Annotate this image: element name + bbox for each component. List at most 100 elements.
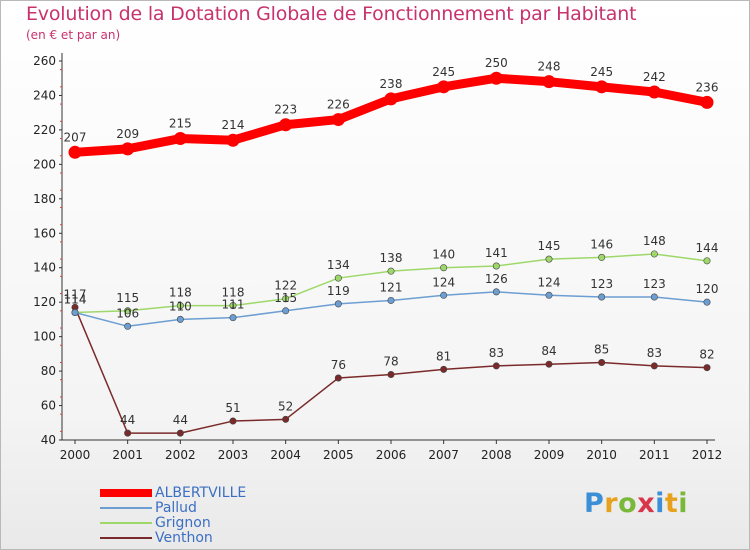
data-label-albertville: 214: [222, 118, 245, 132]
y-tick-label: 200: [33, 157, 56, 171]
data-point-grignon: [282, 295, 290, 303]
legend-item-albertville: ALBERTVILLE: [100, 485, 300, 501]
data-label-venthon: 85: [594, 342, 609, 356]
y-tick-label: 220: [33, 123, 56, 137]
x-tick-label: 2008: [481, 448, 512, 462]
data-label-grignon: 114: [64, 293, 87, 307]
data-point-grignon: [598, 253, 606, 261]
data-label-grignon: 122: [274, 279, 297, 293]
data-point-venthon: [598, 358, 606, 366]
data-label-grignon: 140: [432, 248, 455, 262]
data-point-grignon: [703, 257, 711, 265]
legend-item-venthon: Venthon: [100, 530, 300, 546]
x-tick-label: 2007: [428, 448, 459, 462]
data-label-venthon: 78: [383, 355, 398, 369]
data-point-albertville: [489, 71, 503, 85]
data-label-pallud: 111: [222, 298, 245, 312]
x-tick-label: 2006: [376, 448, 407, 462]
data-label-albertville: 248: [538, 60, 561, 74]
data-point-albertville: [68, 145, 82, 159]
y-tick-label: 260: [33, 54, 56, 68]
data-point-pallud: [229, 314, 237, 322]
data-point-pallud: [176, 315, 184, 323]
legend-label: Venthon: [155, 530, 213, 546]
data-label-grignon: 118: [222, 286, 245, 300]
data-label-pallud: 119: [327, 284, 350, 298]
x-tick-label: 2003: [218, 448, 249, 462]
legend-item-pallud: Pallud: [100, 500, 300, 516]
x-tick-label: 2002: [165, 448, 196, 462]
data-point-venthon: [703, 364, 711, 372]
data-point-pallud: [124, 322, 132, 330]
data-label-venthon: 44: [120, 413, 135, 427]
x-tick-label: 2011: [639, 448, 670, 462]
data-point-grignon: [440, 264, 448, 272]
data-label-pallud: 110: [169, 299, 192, 313]
logo-letter: i: [678, 488, 689, 519]
data-point-pallud: [282, 307, 290, 315]
data-label-grignon: 148: [643, 234, 666, 248]
legend-swatch: [100, 537, 152, 539]
data-point-pallud: [703, 298, 711, 306]
logo-letter: i: [655, 488, 665, 519]
data-label-venthon: 117: [64, 287, 87, 301]
data-label-pallud: 106: [116, 306, 139, 320]
logo-letter: P: [584, 488, 605, 519]
data-label-pallud: 121: [380, 280, 403, 294]
x-tick-label: 2000: [60, 448, 91, 462]
data-label-pallud: 120: [696, 282, 719, 296]
data-label-albertville: 250: [485, 56, 508, 70]
data-point-albertville: [331, 113, 345, 127]
y-tick-label: 60: [41, 399, 56, 413]
logo-letter: x: [637, 488, 656, 519]
logo-letter: o: [618, 488, 638, 519]
data-point-venthon: [124, 429, 132, 437]
data-label-venthon: 44: [173, 413, 188, 427]
data-label-pallud: 115: [274, 291, 297, 305]
chart-subtitle: (en € et par an): [26, 28, 121, 42]
data-label-grignon: 141: [485, 246, 508, 260]
data-label-grignon: 134: [327, 258, 350, 272]
legend-label: ALBERTVILLE: [155, 485, 247, 501]
data-label-albertville: 209: [116, 127, 139, 141]
x-tick-label: 2005: [323, 448, 354, 462]
data-point-pallud: [440, 291, 448, 299]
data-label-albertville: 245: [590, 65, 613, 79]
data-point-albertville: [121, 142, 135, 156]
data-point-albertville: [279, 118, 293, 132]
x-tick-label: 2009: [534, 448, 565, 462]
data-label-albertville: 245: [432, 65, 455, 79]
data-point-albertville: [647, 85, 661, 99]
data-label-venthon: 81: [436, 349, 451, 363]
data-label-albertville: 223: [274, 103, 297, 117]
data-point-venthon: [545, 360, 553, 368]
legend-swatch: [100, 489, 152, 497]
data-label-albertville: 238: [380, 77, 403, 91]
data-point-pallud: [334, 300, 342, 308]
data-point-grignon: [334, 274, 342, 282]
data-label-venthon: 51: [225, 401, 240, 415]
data-label-albertville: 242: [643, 70, 666, 84]
data-label-albertville: 226: [327, 98, 350, 112]
legend-label: Pallud: [155, 500, 197, 516]
data-point-venthon: [492, 362, 500, 370]
x-tick-label: 2010: [586, 448, 617, 462]
data-label-grignon: 144: [696, 241, 719, 255]
data-label-pallud: 124: [432, 275, 455, 289]
data-point-venthon: [650, 362, 658, 370]
data-point-pallud: [650, 293, 658, 301]
data-point-albertville: [595, 80, 609, 94]
data-point-albertville: [700, 95, 714, 109]
legend-swatch: [100, 522, 152, 524]
x-tick-label: 2004: [270, 448, 301, 462]
data-label-venthon: 76: [331, 358, 346, 372]
data-point-albertville: [226, 133, 240, 147]
data-point-venthon: [229, 417, 237, 425]
data-label-grignon: 138: [380, 251, 403, 265]
data-label-venthon: 82: [699, 348, 714, 362]
y-tick-label: 80: [41, 364, 56, 378]
data-point-albertville: [437, 80, 451, 94]
data-label-pallud: 123: [590, 277, 613, 291]
chart-title: Evolution de la Dotation Globale de Fonc…: [26, 3, 637, 25]
